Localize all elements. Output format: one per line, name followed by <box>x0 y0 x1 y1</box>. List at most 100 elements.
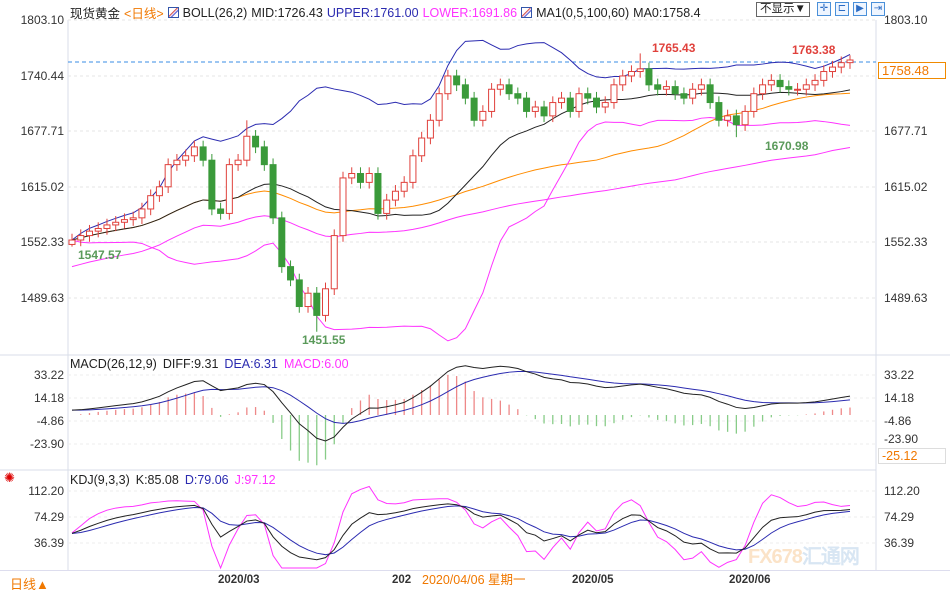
candle-body <box>426 119 434 139</box>
candle-body <box>225 164 233 214</box>
high-annotation: 1763.38 <box>792 43 836 57</box>
candle-body <box>391 190 399 201</box>
candle-body <box>269 164 277 219</box>
boll-lower: LOWER:1691.86 <box>422 5 518 20</box>
kdj-k-line <box>71 503 851 561</box>
macd-title: MACD(26,12,9) <box>70 357 157 371</box>
candle-body <box>77 235 85 241</box>
candle-body <box>365 173 373 183</box>
candle-body <box>112 221 120 226</box>
candle-body <box>680 93 688 99</box>
candle-body <box>85 230 93 237</box>
candle-body <box>767 79 775 86</box>
candle-body <box>304 292 312 308</box>
candle-body <box>750 93 758 112</box>
macd-dea-line <box>71 370 851 424</box>
candle-body <box>715 102 723 121</box>
kdj-axis-label: 36.39 <box>33 536 64 550</box>
candle-body <box>776 79 784 88</box>
kdj-j: J:97.12 <box>234 473 276 487</box>
candle-body <box>837 62 845 68</box>
candle-body <box>313 292 321 316</box>
candle-body <box>785 86 793 90</box>
kdj-k: K:85.08 <box>135 473 179 487</box>
candle-body <box>348 173 356 179</box>
price-axis-label: 1677.71 <box>20 124 64 138</box>
display-select[interactable]: 不显示▼ <box>756 2 810 17</box>
candle-body <box>295 279 303 308</box>
price-axis-label: 1740.44 <box>20 69 64 83</box>
macd-diff-line <box>71 365 851 442</box>
candle-body <box>444 75 452 95</box>
candle-body <box>435 93 443 121</box>
price-axis-label: 1552.33 <box>884 235 928 249</box>
period-label[interactable]: <日线> <box>124 7 164 21</box>
date-label: 202 <box>392 574 412 586</box>
indicator-icon[interactable] <box>167 7 179 18</box>
period-button[interactable]: 日线▲ <box>10 577 49 592</box>
boll-upper: UPPER:1761.00 <box>326 5 419 20</box>
candle-body <box>540 106 548 117</box>
candle-body <box>199 146 207 161</box>
candle-body <box>846 59 854 64</box>
boll-upper-line <box>71 39 851 241</box>
price-axis-label: 1489.63 <box>884 291 928 305</box>
kdj-j-line <box>71 485 851 570</box>
candle-body <box>654 84 662 90</box>
candle-body <box>453 75 461 86</box>
candle-body <box>400 181 408 192</box>
kdj-axis-label: 74.29 <box>33 510 64 524</box>
candle-body <box>322 288 330 316</box>
macd-header: MACD(26,12,9) DIFF:9.31 DEA:6.31 MACD:6.… <box>70 357 349 371</box>
chart-header: 现货黄金 <日线> BOLL(26,2) MID:1726.43 UPPER:1… <box>70 3 701 22</box>
candle-body <box>418 137 426 157</box>
candle-body <box>461 84 469 99</box>
kdj-axis-label: 112.20 <box>28 484 64 498</box>
candle-body <box>374 173 382 214</box>
candle-body <box>129 217 137 221</box>
candle-body <box>252 135 260 148</box>
settings-sun-icon[interactable]: ✺ <box>4 470 15 485</box>
go-end-icon[interactable]: ⇥ <box>871 2 885 16</box>
candle-body <box>409 155 417 183</box>
candle-body <box>575 93 583 112</box>
price-axis-label: 1615.02 <box>20 180 64 194</box>
candle-body <box>155 186 163 197</box>
price-axis-label: 1803.10 <box>20 13 64 27</box>
candle-body <box>820 71 828 81</box>
date-label: 2020/05 <box>572 574 614 586</box>
kdj-axis-label: 74.29 <box>884 510 915 524</box>
candle-body <box>356 173 364 183</box>
candle-body <box>287 266 295 281</box>
kdj-title: KDJ(9,3,3) <box>70 473 130 487</box>
candle-body <box>811 79 819 86</box>
indicator-icon[interactable] <box>521 7 533 18</box>
candle-body <box>741 110 749 126</box>
candle-body <box>829 66 837 73</box>
candle-body <box>103 224 111 229</box>
candle-body <box>523 97 531 112</box>
candle-body <box>558 97 566 104</box>
watermark-logo: FX678汇通网 <box>748 546 860 568</box>
zoom-fit-icon[interactable]: ⊏ <box>835 2 849 16</box>
kdj-d: D:79.06 <box>184 473 229 487</box>
candle-body <box>488 88 496 112</box>
candle-body <box>645 68 653 86</box>
candle-body <box>732 115 740 126</box>
candle-body <box>94 227 102 232</box>
candle-body <box>549 102 557 117</box>
macd-dea: DEA:6.31 <box>224 357 278 371</box>
candle-body <box>217 208 225 214</box>
candle-body <box>505 84 513 95</box>
ma0-value: MA0:1758.4 <box>633 5 701 20</box>
crosshair-icon[interactable]: ✛ <box>817 2 831 16</box>
play-icon[interactable]: ▶ <box>853 2 867 16</box>
ma-orange-line <box>71 92 851 241</box>
boll-mid-line <box>71 89 851 241</box>
candle-body <box>697 84 705 90</box>
candle-body <box>138 208 146 219</box>
ma-long-line <box>71 146 851 268</box>
candle-body <box>584 93 592 99</box>
candle-body <box>662 86 670 90</box>
